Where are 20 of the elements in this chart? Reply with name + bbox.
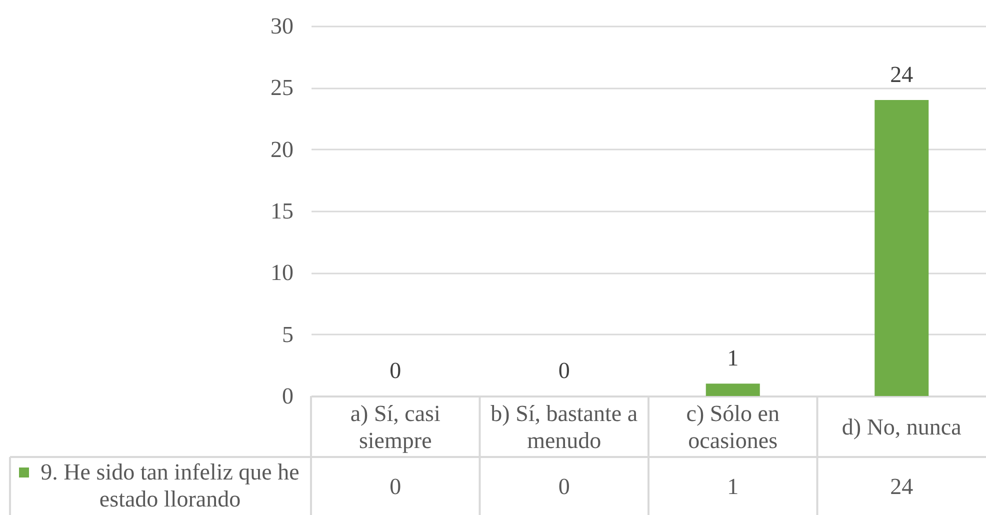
data-label: 0 bbox=[390, 474, 402, 499]
y-tick-label: 15 bbox=[270, 198, 294, 224]
x-tick-label: d) No, nunca bbox=[842, 414, 962, 440]
x-tick-label: a) Sí, casi siempre bbox=[350, 401, 440, 453]
text: 0 bbox=[558, 358, 570, 383]
x-tick-label: c) Sólo en ocasiones bbox=[686, 401, 780, 453]
y-tick-label: 10 bbox=[270, 260, 294, 286]
data-label: 24 bbox=[890, 474, 914, 499]
x-tick-label: b) Sí, bastante a menudo bbox=[490, 401, 638, 453]
y-tick-label: 25 bbox=[270, 75, 294, 100]
data-label: 0 bbox=[558, 474, 570, 499]
y-tick-label: 0 bbox=[282, 384, 294, 408]
y-tick-label: 20 bbox=[270, 136, 294, 162]
text: 0 bbox=[390, 358, 402, 383]
y-tick-label: 5 bbox=[282, 322, 294, 347]
y-tick-label: 30 bbox=[270, 14, 294, 38]
legend-label: 9. He sido tan infeliz que he estado llorando bbox=[40, 460, 300, 512]
text: 24 bbox=[890, 62, 914, 87]
text: 1 bbox=[727, 346, 739, 371]
data-label: 1 bbox=[727, 474, 739, 499]
